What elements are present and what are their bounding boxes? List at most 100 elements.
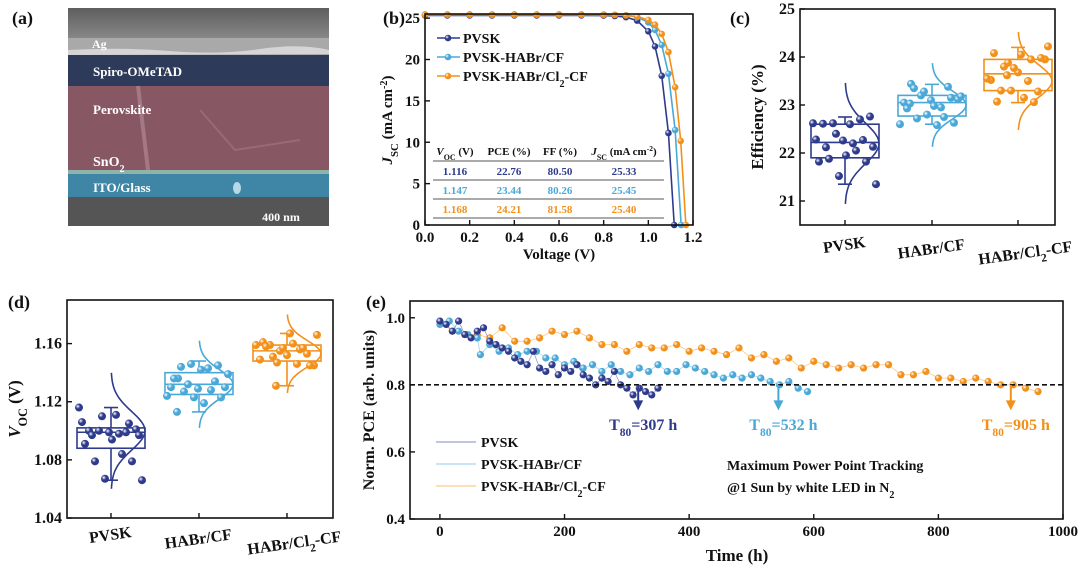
data-point	[279, 343, 287, 352]
legend-label: PVSK	[481, 436, 518, 451]
sem-label-spiro: Spiro-OMeTAD	[93, 64, 182, 79]
data-point	[993, 97, 1001, 106]
data-point	[607, 361, 615, 369]
data-point	[629, 391, 637, 399]
y-axis-label-part: J	[380, 156, 396, 165]
jv-data-point	[622, 12, 630, 19]
jv-data-point	[488, 11, 496, 19]
data-point	[81, 439, 89, 448]
data-point	[448, 327, 456, 335]
data-point	[135, 431, 143, 440]
jv-data-point	[665, 70, 672, 78]
table-header: VOC (V)	[436, 146, 474, 162]
y-tick-label: 15	[405, 94, 420, 110]
data-point	[511, 354, 519, 362]
data-point	[214, 361, 222, 370]
t80-label-part: 80	[760, 427, 772, 439]
sem-label-sno2-part: SnO	[93, 155, 120, 170]
y-axis-label: Efficiency (%)	[748, 64, 767, 169]
data-point	[1037, 53, 1045, 62]
legend-marker	[444, 53, 452, 61]
data-point	[138, 476, 146, 485]
jv-data-point	[533, 11, 540, 19]
data-point	[972, 374, 980, 382]
table-header-part: V	[436, 146, 445, 158]
data-point	[167, 383, 175, 392]
sem-label-perovskite-part: Perovskite	[93, 102, 151, 117]
jv-data-point	[511, 11, 518, 19]
y-axis-label: JSC (mA cm-2)	[379, 76, 402, 166]
jv-data-point	[658, 41, 666, 49]
t80-label-part: T	[749, 417, 760, 434]
data-point	[498, 344, 506, 352]
data-point	[1003, 71, 1011, 80]
data-point	[920, 87, 928, 96]
data-point	[822, 143, 830, 152]
table-header: PCE (%)	[487, 146, 530, 158]
efficiency-box-chart: PVSK HABr/CF HABr/Cl2-CF 21 22 23 24 25 Efficien…	[748, 1, 1074, 269]
data-point	[626, 371, 634, 379]
y-axis-label: Norm. PCE (arb. units)	[361, 330, 378, 490]
y-tick-label: 10	[405, 135, 420, 151]
legend-label-part: PVSK	[463, 32, 500, 47]
data-point	[517, 357, 525, 365]
data-point	[1027, 55, 1035, 64]
data-point	[75, 403, 83, 412]
table-header: FF (%)	[543, 146, 577, 158]
data-point	[269, 352, 277, 361]
data-point	[869, 142, 877, 151]
data-point	[455, 317, 463, 325]
x-tick-label: 1.2	[684, 230, 703, 246]
sem-ag-highlight	[68, 46, 329, 55]
category-label: HABr/CF	[897, 236, 966, 262]
data-point	[598, 374, 606, 382]
box	[76, 427, 146, 450]
data-point	[573, 361, 581, 369]
t80-label: T80=532 h	[749, 417, 817, 439]
data-point	[937, 103, 945, 112]
data-point	[829, 119, 837, 128]
data-point	[585, 374, 594, 382]
data-point	[852, 146, 860, 155]
measurement-note-part: Maximum Power Point Tracking	[727, 459, 923, 474]
data-point	[794, 384, 802, 392]
t80-label-part: 80	[620, 427, 632, 439]
legend-marker	[444, 72, 452, 80]
arrow-head	[633, 400, 644, 411]
sem-label-sno2-part: 2	[119, 164, 124, 175]
jv-data-point	[677, 137, 685, 145]
data-point	[923, 110, 931, 119]
x-tick-label: 400	[678, 524, 701, 540]
t80-label-part: =532 h	[771, 417, 817, 434]
panel-label: (e)	[366, 292, 386, 313]
data-point	[101, 474, 109, 483]
category-label: PVSK	[822, 234, 867, 257]
data-point	[272, 381, 280, 390]
sem-particle	[233, 182, 241, 194]
category-label-part: 2	[1040, 252, 1048, 265]
data-point	[623, 347, 631, 355]
sem-label-sno2: SnO2	[93, 155, 125, 175]
data-point	[180, 387, 188, 396]
data-point	[573, 327, 581, 335]
data-point	[579, 364, 587, 372]
data-point	[286, 329, 294, 338]
legend-label-part: -CF	[583, 480, 606, 495]
y-tick-label: 24	[779, 49, 795, 66]
jv-data-point	[671, 126, 679, 134]
jv-data-point	[611, 11, 619, 19]
x-tick-label: 0.4	[505, 230, 524, 246]
data-point	[660, 344, 668, 352]
data-point	[685, 347, 693, 355]
data-point	[95, 426, 103, 435]
jv-data-point	[671, 83, 679, 91]
legend-label: PVSK-HABr/Cl2-CF	[463, 70, 588, 90]
jv-data-point	[645, 16, 652, 24]
sem-layer-perovskite	[68, 86, 329, 170]
measurement-note-part: @1 Sun by white LED in N	[727, 481, 889, 496]
data-point	[551, 354, 559, 362]
jv-data-point	[651, 43, 659, 50]
data-point	[604, 377, 612, 386]
x-tick-label: 200	[553, 524, 576, 540]
